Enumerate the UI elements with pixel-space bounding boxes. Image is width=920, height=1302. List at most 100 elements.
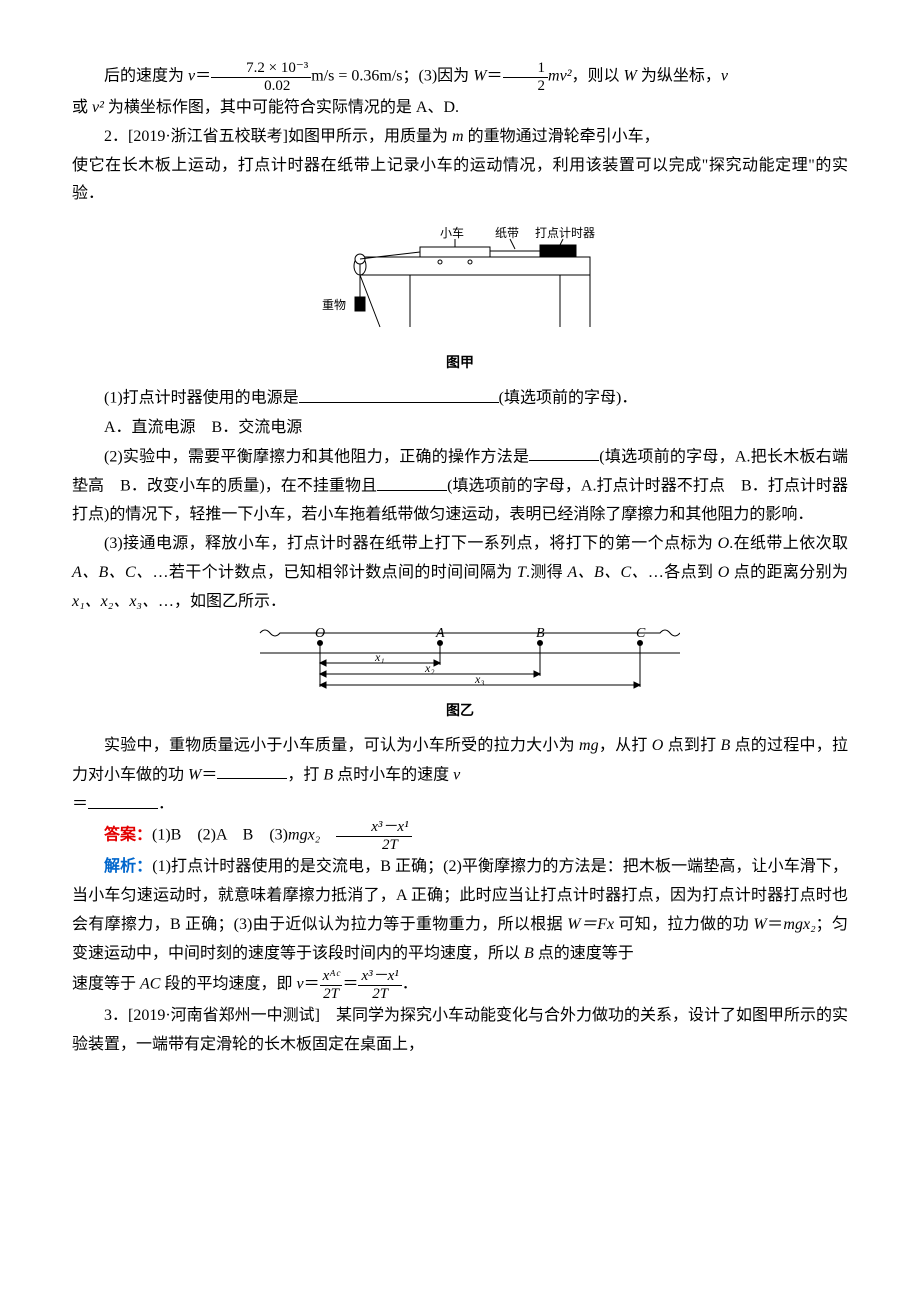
den: 2T [320, 986, 343, 1003]
ABC: A、B、C、 [72, 564, 152, 581]
t: ＝ [201, 766, 217, 783]
v: v [721, 68, 728, 85]
AC: AC [140, 976, 160, 993]
WFx: W＝Fx [567, 916, 614, 933]
lbl-x2: x₂ [424, 661, 435, 675]
W: W [624, 68, 637, 85]
t: (1)打点计时器使用的电源是 [104, 390, 299, 407]
figure-1: 小车 纸带 打点计时器 重物 图甲 [72, 217, 848, 376]
lbl-x1: x₁ [374, 650, 385, 664]
fig2-caption: 图乙 [72, 699, 848, 724]
tape-svg: O A B C x₁ x₂ x₃ [240, 625, 680, 695]
v: v [296, 976, 303, 993]
v: v [188, 68, 195, 85]
mg: mg [579, 737, 599, 754]
para1-line2: 或 v² 为横坐标作图，其中可能符合实际情况的是 A、D. [72, 94, 848, 123]
O: O [652, 737, 664, 754]
t: (2)实验中，需要平衡摩擦力和其他阻力，正确的操作方法是 [104, 448, 529, 465]
num: xᴬᶜ [320, 968, 343, 986]
t: 段的平均速度，即 [160, 976, 296, 993]
blank [299, 384, 499, 403]
para1: 后的速度为 v＝7.2 × 10⁻³0.02m/s = 0.36m/s；(3)因… [72, 60, 848, 94]
blank [88, 790, 158, 809]
q3: 3．[2019·河南省郑州一中测试] 某同学为探究小车动能变化与合外力做功的关系… [72, 1002, 848, 1060]
t: 使它在长木板上运动，打点计时器在纸带上记录小车的运动情况，利用该装置可以完成"探… [72, 157, 848, 203]
lbl-O: O [315, 626, 325, 641]
W: W [753, 916, 766, 933]
num: x³－x¹ [336, 819, 411, 837]
answer: 答案：(1)B (2)A B (3)mgx₂ x³－x¹2T [72, 819, 848, 853]
analysis-label: 解析： [104, 858, 152, 875]
t: ＝ [342, 976, 358, 993]
t: …若干个计数点，已知相邻计数点间的时间间隔为 [152, 564, 517, 581]
q2-3: (3)接通电源，释放小车，打点计时器在纸带上打下一系列点，将打下的第一个点标为 … [72, 530, 848, 616]
t: ＝ [72, 796, 88, 813]
t: (1)B (2)A B (3) [152, 827, 288, 844]
t: 点时小车的速度 [333, 766, 453, 783]
O: O [718, 564, 730, 581]
t: ＝ [304, 976, 320, 993]
t: 为横坐标作图，其中可能符合实际情况的是 A、D. [104, 99, 459, 116]
t: 或 [72, 99, 92, 116]
frac: xᴬᶜ2T [320, 968, 343, 1002]
t: .在纸带上依次取 [729, 535, 848, 552]
q2-1-options: A．直流电源 B．交流电源 [72, 414, 848, 443]
lbl-C: C [636, 626, 646, 641]
t: 点的速度等于 [534, 945, 634, 962]
q2-1: (1)打点计时器使用的电源是 (填选项前的字母)． [72, 384, 848, 413]
den: 0.02 [211, 78, 311, 95]
T: T [517, 564, 526, 581]
t: ，打 [287, 766, 323, 783]
q2-line2: 使它在长木板上运动，打点计时器在纸带上记录小车的运动情况，利用该装置可以完成"探… [72, 152, 848, 210]
m: m [452, 128, 464, 145]
analysis-line2: 点的速度等于 速度等于 AC 段的平均速度，即 v＝xᴬᶜ2T＝x³－x¹2T． [72, 968, 848, 1002]
mgx2: mgx₂ [783, 916, 815, 933]
label-car: 小车 [440, 225, 464, 240]
label-tape: 纸带 [495, 226, 519, 240]
mgx2: mgx₂ [288, 827, 320, 844]
lbl-x3: x₃ [474, 672, 485, 686]
B: B [721, 737, 731, 754]
fig1-caption: 图甲 [72, 351, 848, 376]
q2-2: (2)实验中，需要平衡摩擦力和其他阻力，正确的操作方法是(填选项前的字母，A.把… [72, 443, 848, 531]
t: …，如图乙所示． [158, 593, 286, 610]
t: 2．[2019·浙江省五校联考]如图甲所示，用质量为 [104, 128, 452, 145]
W: W [188, 766, 201, 783]
blank [377, 472, 447, 491]
t: …各点到 [648, 564, 718, 581]
q2-3b-line2: ＝． [72, 790, 848, 819]
frac: 12 [503, 60, 549, 94]
answer-label: 答案： [104, 827, 152, 844]
t: 点的距离分别为 [729, 564, 848, 581]
v: v [453, 766, 460, 783]
den: 2 [503, 78, 549, 95]
figure-2: O A B C x₁ x₂ x₃ 图乙 [72, 625, 848, 724]
q2-3b: 实验中，重物质量远小于小车质量，可认为小车所受的拉力大小为 mg，从打 O 点到… [72, 732, 848, 790]
B: B [524, 945, 534, 962]
num: x³－x¹ [358, 968, 401, 986]
label-timer: 打点计时器 [535, 226, 595, 240]
t: A．直流电源 B．交流电源 [104, 419, 302, 436]
x: x₁、x₂、x₃、 [72, 593, 158, 610]
num: 1 [503, 60, 549, 78]
t: ． [158, 796, 174, 813]
t: (填选项前的字母)． [499, 390, 638, 407]
O: O [718, 535, 730, 552]
W: W [473, 68, 486, 85]
mv2: mv² [548, 68, 571, 85]
den: 2T [358, 986, 401, 1003]
q2-heading: 2．[2019·浙江省五校联考]如图甲所示，用质量为 m 的重物通过滑轮牵引小车… [72, 123, 848, 152]
t: ． [402, 976, 418, 993]
frac: 7.2 × 10⁻³0.02 [211, 60, 311, 94]
t: ，从打 [599, 737, 652, 754]
t: 后的速度为 [104, 68, 188, 85]
t: 实验中，重物质量远小于小车质量，可认为小车所受的拉力大小为 [104, 737, 579, 754]
analysis: 解析：(1)打点计时器使用的是交流电，B 正确；(2)平衡摩擦力的方法是：把木板… [72, 853, 848, 968]
label-weight: 重物 [322, 298, 346, 312]
apparatus-svg: 小车 纸带 打点计时器 重物 [310, 217, 610, 347]
ABC: A、B、C、 [567, 564, 647, 581]
t: (3)接通电源，释放小车，打点计时器在纸带上打下一系列点，将打下的第一个点标为 [104, 535, 718, 552]
lbl-B: B [536, 626, 545, 641]
lbl-A: A [435, 626, 445, 641]
v2: v² [92, 99, 104, 116]
